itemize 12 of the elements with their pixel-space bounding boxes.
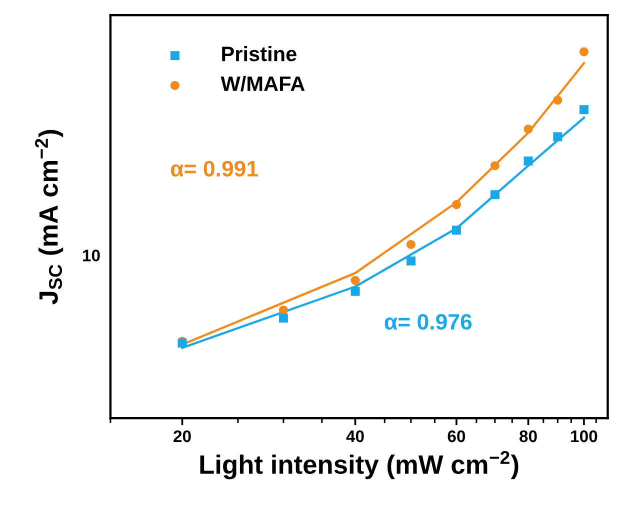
annotation: α= 0.976	[384, 314, 472, 330]
text: 10	[83, 250, 100, 262]
annotation: α= 0.991	[170, 160, 258, 177]
x-axis-title: Light intensity (mW cm$^{−2}$)	[200, 451, 518, 480]
legend-label: Pristine	[222, 46, 296, 62]
x-tick-label: 80	[520, 430, 537, 442]
x-tick-label: 100	[571, 430, 598, 442]
legend-label: W/MAFA	[220, 76, 305, 92]
x-tick-label: 40	[346, 430, 364, 442]
x-tick-label: 60	[448, 430, 466, 442]
x-tick-label: 20	[174, 430, 191, 442]
y-axis-title: J$_{SC}$ (mA cm$^{−2}$)	[34, 130, 64, 304]
